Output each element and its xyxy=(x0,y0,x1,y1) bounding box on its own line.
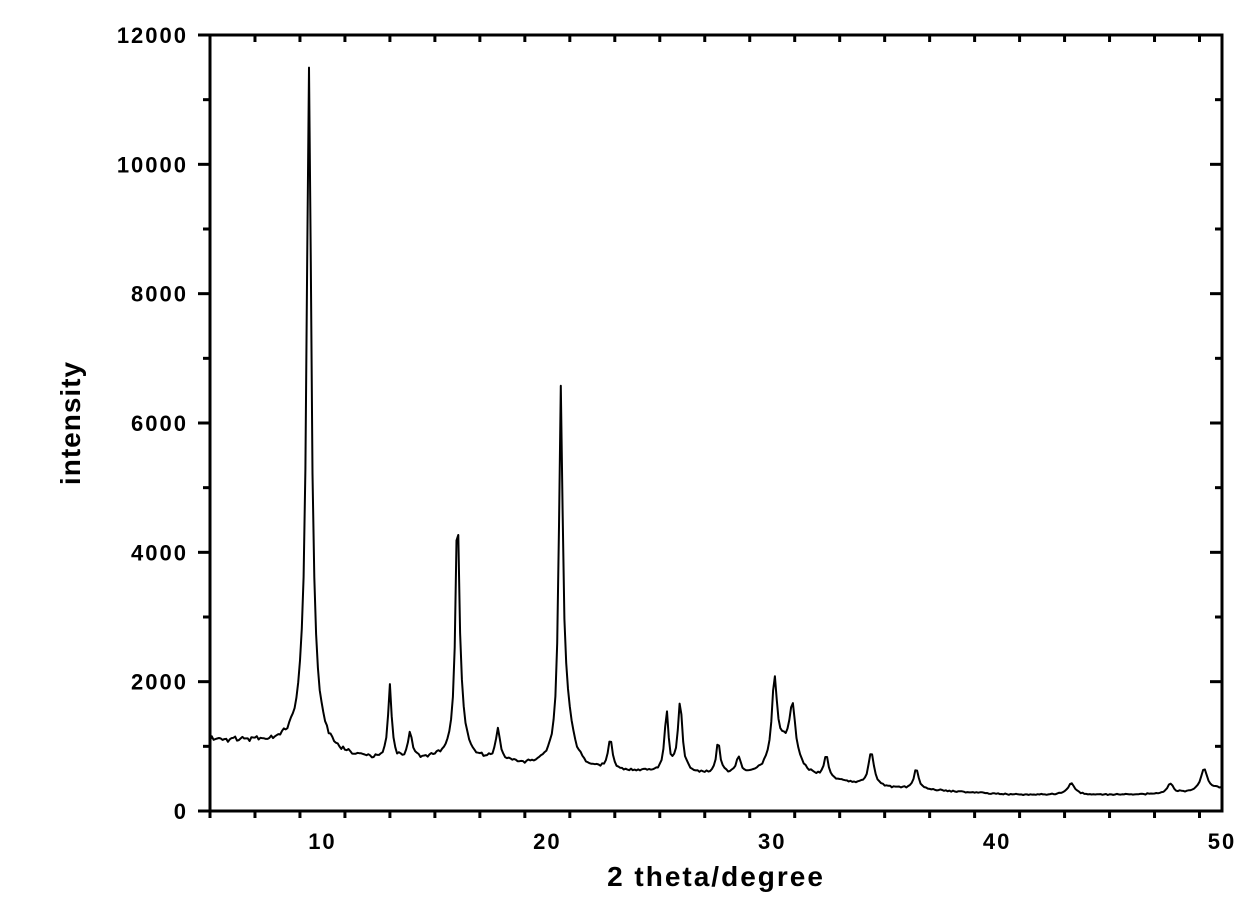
xrd-chart: 10 20 30 40 50 0 2000 4000 6000 8000 10000 12000 2 t… xyxy=(0,0,1255,910)
svg-text:4000: 4000 xyxy=(131,540,188,565)
svg-text:2 theta/degree: 2 theta/degree xyxy=(607,861,825,892)
svg-text:6000: 6000 xyxy=(131,411,188,436)
chart-svg: 10 20 30 40 50 0 2000 4000 6000 8000 10000 12000 2 t… xyxy=(0,0,1255,905)
svg-text:intensity: intensity xyxy=(55,361,86,485)
svg-text:12000: 12000 xyxy=(117,23,188,48)
svg-text:40: 40 xyxy=(983,829,1011,854)
svg-text:2000: 2000 xyxy=(131,670,188,695)
svg-text:8000: 8000 xyxy=(131,282,188,307)
svg-text:0: 0 xyxy=(174,799,188,824)
svg-text:20: 20 xyxy=(533,829,561,854)
svg-text:10: 10 xyxy=(308,829,336,854)
svg-text:50: 50 xyxy=(1208,829,1236,854)
svg-text:30: 30 xyxy=(758,829,786,854)
svg-text:10000: 10000 xyxy=(117,152,188,177)
